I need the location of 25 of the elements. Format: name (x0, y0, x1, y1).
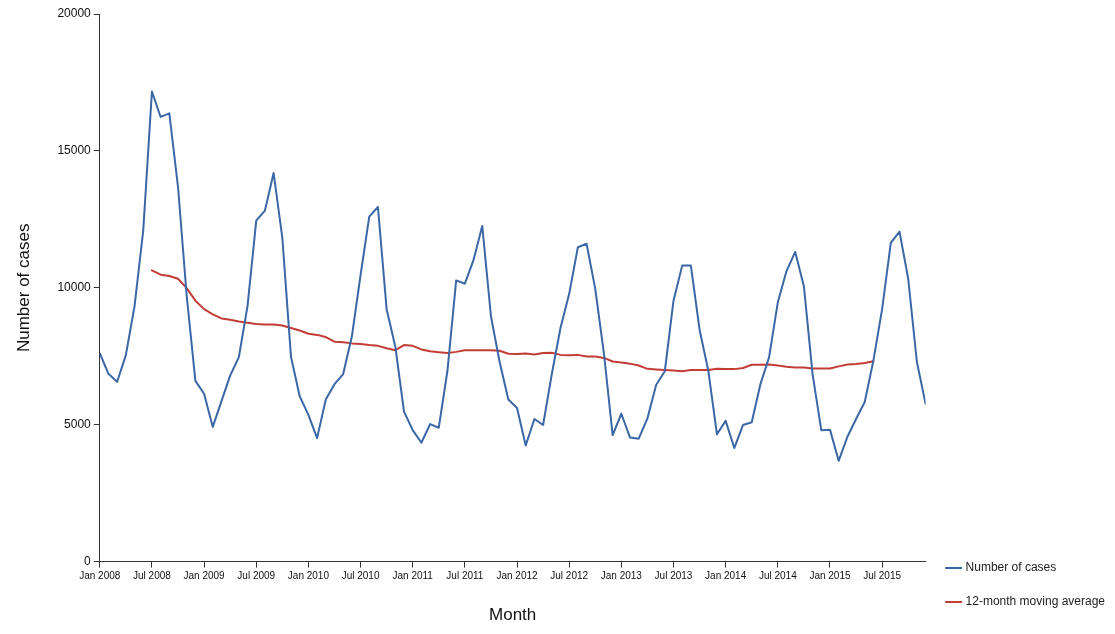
x-tick-label: Jan 2013 (600, 570, 643, 582)
y-tick-label: 5000 (64, 417, 92, 432)
x-tick-label: Jan 2014 (705, 570, 747, 582)
x-tick-label: Jul 2010 (341, 570, 380, 582)
legend-label: Number of cases (965, 560, 1057, 575)
x-tick-label: Jul 2013 (654, 570, 693, 582)
y-tick-label: 0 (84, 553, 92, 568)
y-tick-label: 15000 (57, 143, 92, 158)
x-tick-label: Jul 2008 (133, 570, 172, 582)
x-tick-label: Jan 2011 (392, 570, 434, 582)
legend-label: 12-month moving average (965, 594, 1106, 609)
x-tick-label: Jan 2012 (496, 570, 539, 582)
x-tick-label: Jul 2011 (446, 570, 484, 582)
x-tick-label: Jan 2008 (79, 570, 121, 582)
x-tick-label: Jul 2012 (550, 570, 589, 582)
x-tick-label: Jul 2014 (758, 570, 798, 582)
x-tick-label: Jan 2009 (183, 570, 226, 582)
x-tick-label: Jan 2015 (809, 570, 851, 582)
y-tick-label: 10000 (57, 280, 92, 295)
x-axis-title: Month (489, 605, 537, 625)
y-axis-title: Number of cases (13, 223, 33, 353)
y-tick-label: 20000 (57, 6, 92, 21)
x-tick-label: Jul 2015 (863, 570, 902, 582)
x-tick-label: Jan 2010 (287, 570, 330, 582)
x-tick-label: Jul 2009 (237, 570, 276, 582)
